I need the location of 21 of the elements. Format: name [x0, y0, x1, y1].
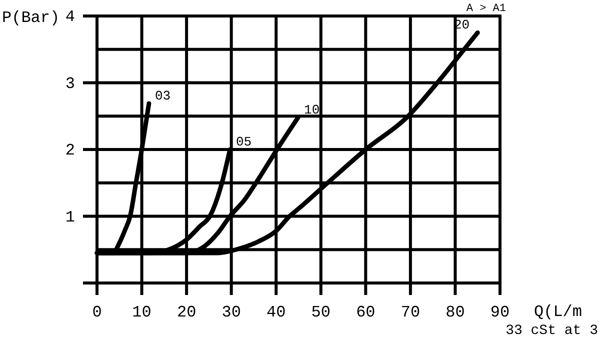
y-tick-label: 3: [65, 74, 75, 93]
y-tick-label: 1: [65, 208, 75, 226]
x-tick-label: 0: [92, 303, 102, 322]
text: 33 cSt at 3: [506, 323, 598, 339]
x-tick-label: 30: [222, 303, 241, 322]
series-label: 03: [154, 88, 171, 104]
x-tick-label: 10: [132, 303, 152, 322]
x-tick-label: 50: [311, 303, 330, 322]
text: A > A1: [466, 3, 506, 15]
x-tick-label: 40: [266, 303, 286, 322]
x-tick-label: 90: [490, 303, 510, 322]
y-tick-label: 2: [65, 142, 75, 160]
x-tick-label: 70: [400, 303, 420, 322]
series-label: 05: [236, 134, 252, 150]
x-tick-label: 60: [356, 303, 376, 322]
x-axis-title: Q(L/m: [534, 303, 582, 321]
x-tick-label: 20: [176, 303, 196, 322]
y-axis-title: P(Bar): [2, 9, 60, 27]
series-label: 10: [304, 102, 320, 118]
y-tick-label: 4: [65, 8, 75, 26]
x-tick-label: 80: [446, 303, 465, 322]
